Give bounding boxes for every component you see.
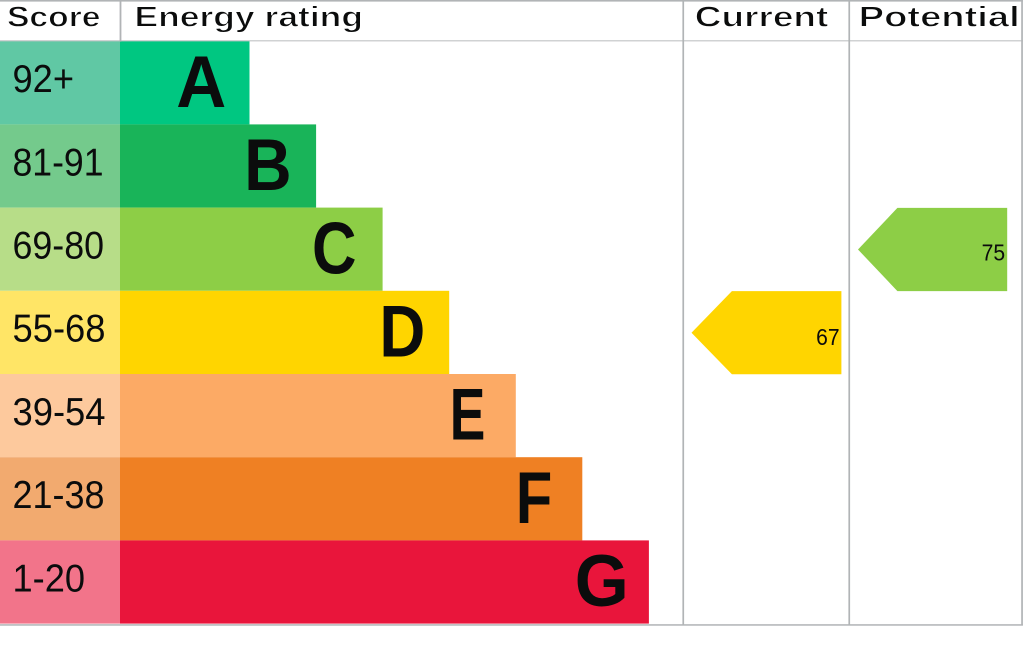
svg-text:Energy rating: Energy rating <box>135 1 364 33</box>
svg-text:Potential: Potential <box>859 1 1020 33</box>
svg-text:E: E <box>450 374 486 456</box>
svg-text:Score: Score <box>7 1 101 33</box>
svg-text:39-54: 39-54 <box>13 390 106 433</box>
svg-text:Current: Current <box>695 1 829 33</box>
svg-text:67: 67 <box>816 324 840 350</box>
svg-text:21-38: 21-38 <box>13 474 105 517</box>
svg-text:1-20: 1-20 <box>13 557 86 600</box>
svg-text:D: D <box>379 290 425 372</box>
svg-text:75: 75 <box>982 240 1006 266</box>
svg-text:81-91: 81-91 <box>13 141 104 184</box>
svg-text:69-80: 69-80 <box>13 224 105 267</box>
svg-text:B: B <box>244 124 292 206</box>
svg-text:G: G <box>575 540 629 622</box>
svg-text:55-68: 55-68 <box>13 307 106 350</box>
svg-text:92+: 92+ <box>13 58 75 101</box>
svg-text:C: C <box>312 207 357 289</box>
svg-text:F: F <box>516 457 553 539</box>
svg-text:A: A <box>176 41 226 123</box>
